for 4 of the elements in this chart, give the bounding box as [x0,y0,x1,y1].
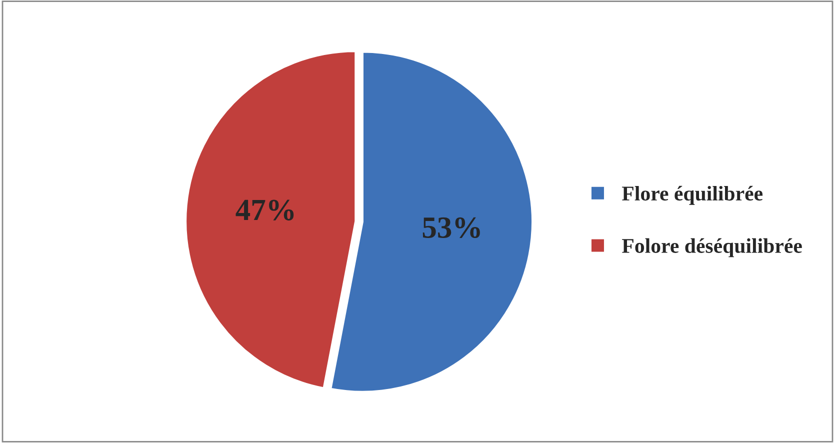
legend-label: Folore déséquilibrée [622,238,802,258]
data-label: 53% [422,217,480,238]
legend-label: Flore équilibrée [622,186,763,205]
data-label: 47% [236,200,294,220]
